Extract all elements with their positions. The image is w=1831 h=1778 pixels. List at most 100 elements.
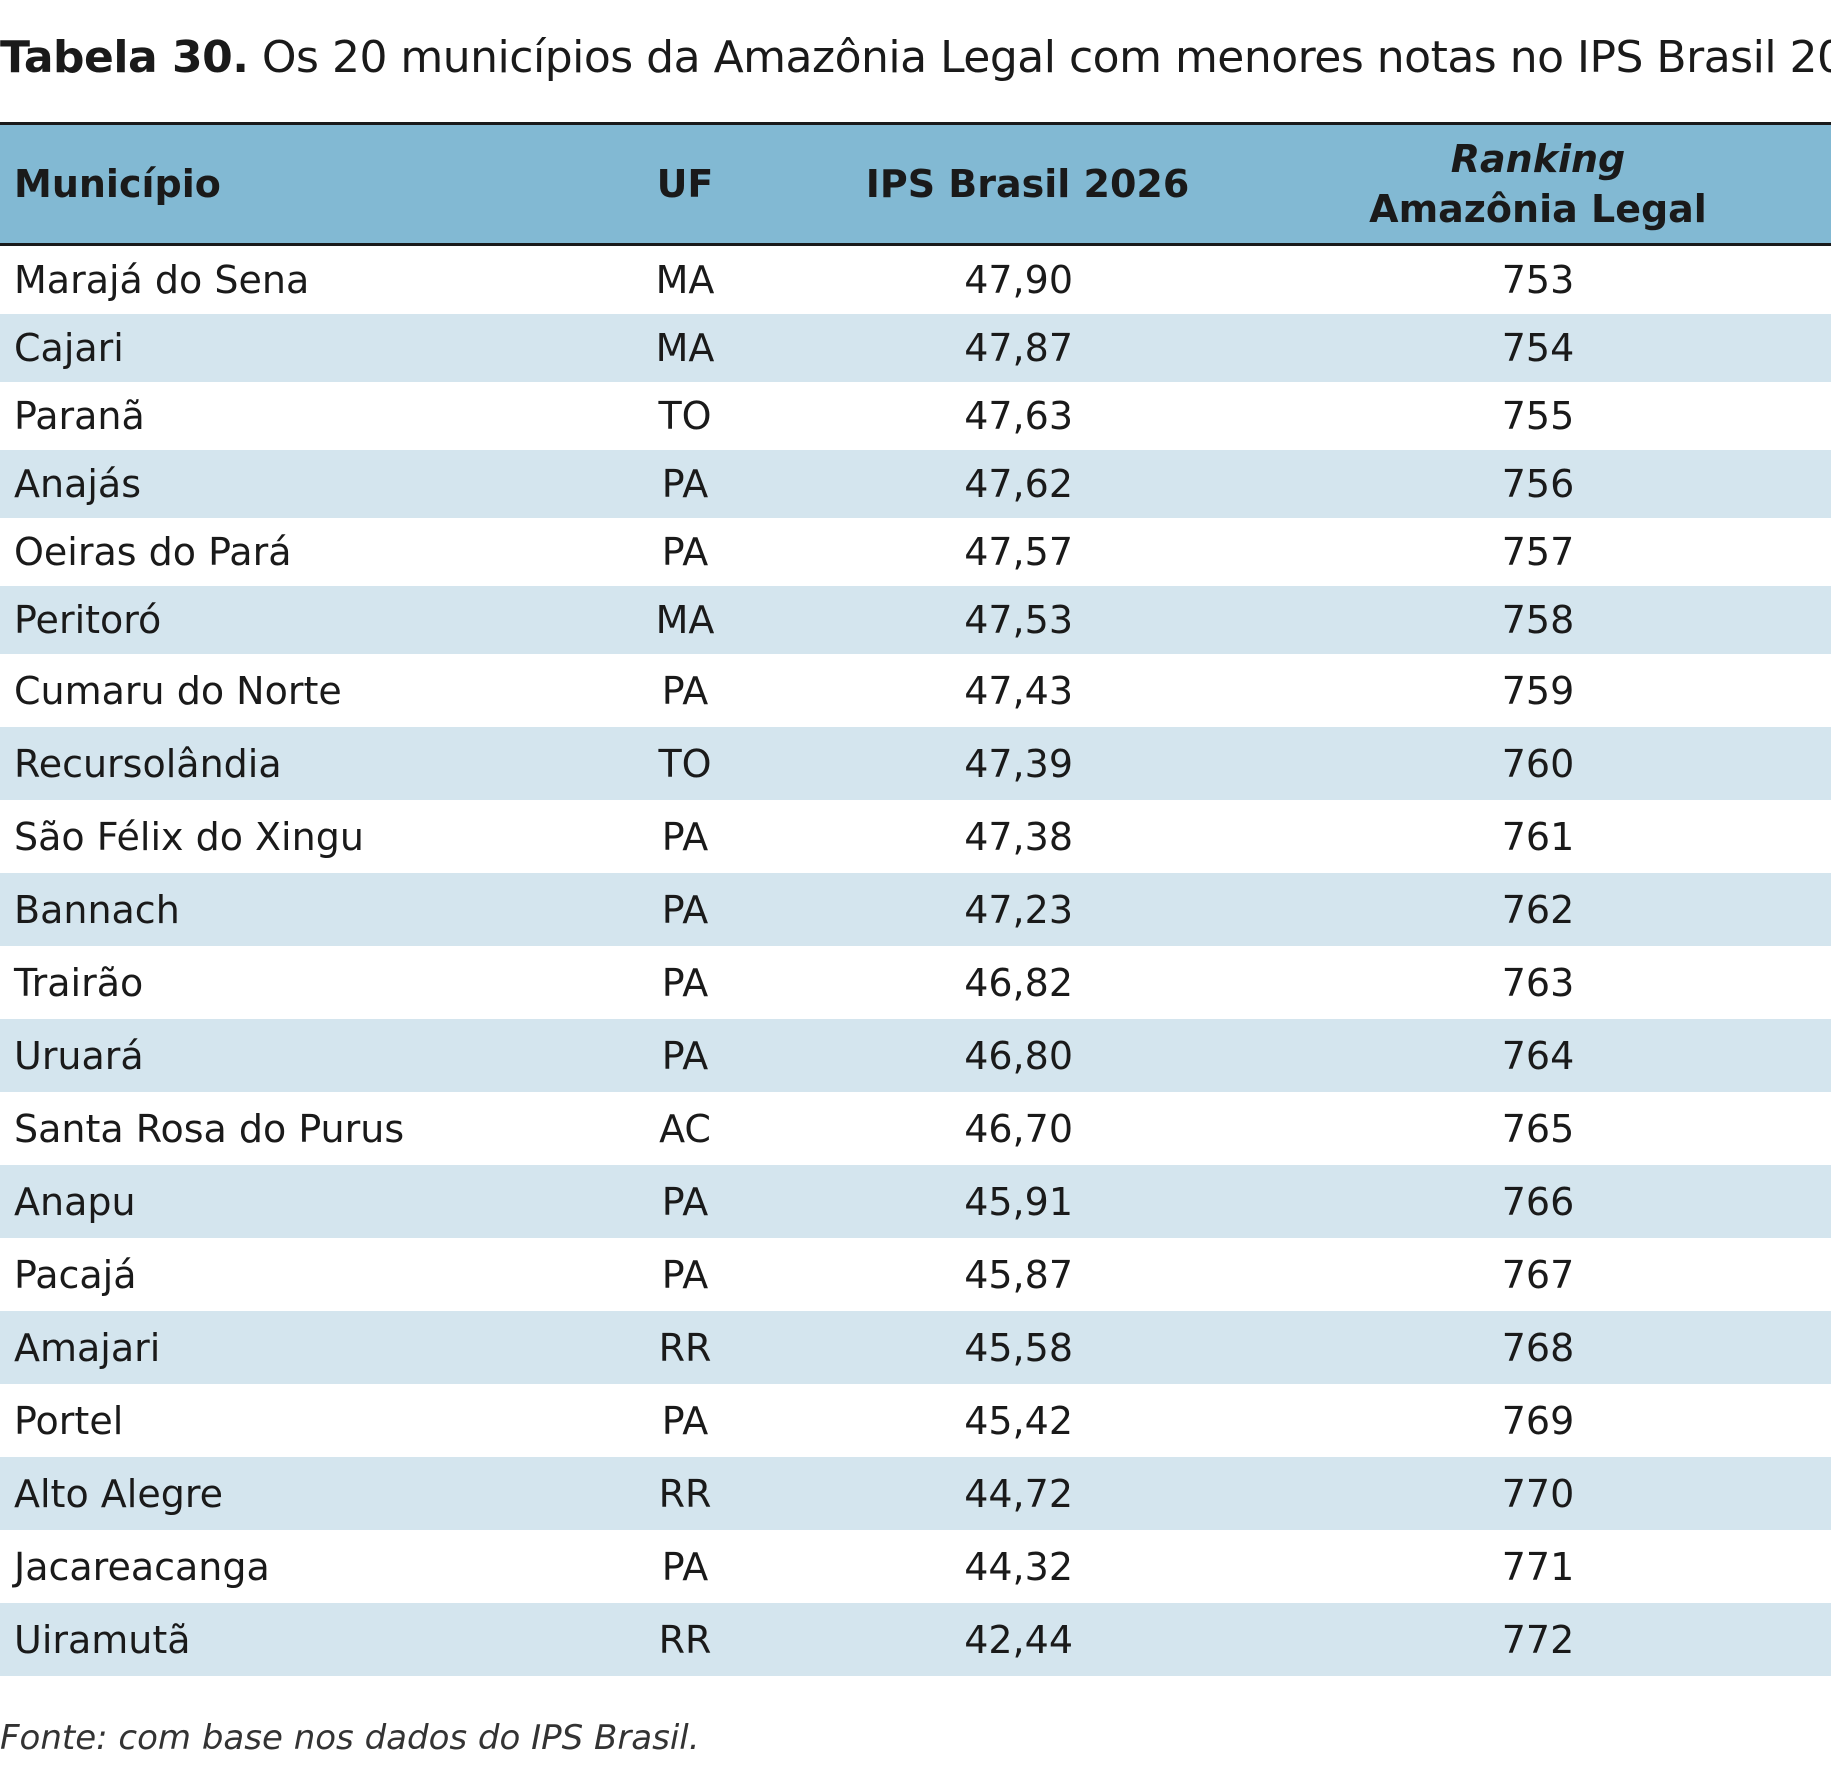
cell-uf: TO <box>658 394 712 438</box>
header-ips: IPS Brasil 2026 <box>865 162 1190 206</box>
cell-ips: 44,32 <box>964 1544 1073 1589</box>
cell-municipio: Alto Alegre <box>14 1471 223 1516</box>
table-header: Município UF IPS Brasil 2026 Ranking Ama… <box>0 122 1831 246</box>
cell-ranking: 767 <box>1501 1252 1575 1297</box>
cell-municipio: Cajari <box>14 326 124 370</box>
header-municipio: Município <box>14 162 221 206</box>
table-row: Uiramutã RR 42,44 772 <box>0 1603 1831 1676</box>
cell-ips: 47,62 <box>964 462 1073 506</box>
cell-ips: 45,42 <box>964 1398 1073 1443</box>
cell-ips: 47,57 <box>964 530 1073 574</box>
header-ranking: Ranking Amazônia Legal <box>1245 134 1831 234</box>
caption-label: Tabela 30. <box>0 32 249 83</box>
cell-ranking: 756 <box>1501 462 1575 506</box>
cell-municipio: Trairão <box>14 960 144 1005</box>
cell-ips: 45,91 <box>964 1179 1073 1224</box>
cell-municipio: Jacareacanga <box>14 1544 270 1589</box>
cell-uf: MA <box>655 258 715 302</box>
cell-ips: 44,72 <box>964 1471 1073 1516</box>
cell-uf: PA <box>661 1398 709 1443</box>
cell-uf: AC <box>659 1106 711 1151</box>
cell-uf: RR <box>658 1325 712 1370</box>
cell-uf: PA <box>661 814 709 859</box>
cell-municipio: Marajá do Sena <box>14 258 310 302</box>
table-row: Amajari RR 45,58 768 <box>0 1311 1831 1384</box>
cell-municipio: Uiramutã <box>14 1617 191 1662</box>
table-body: Marajá do Sena MA 47,90 753 Cajari MA 47,87 754… <box>0 246 1831 1676</box>
table-row: Alto Alegre RR 44,72 770 <box>0 1457 1831 1530</box>
cell-municipio: Anajás <box>14 462 142 506</box>
cell-ranking: 759 <box>1501 668 1575 713</box>
table-row: Marajá do Sena MA 47,90 753 <box>0 246 1831 314</box>
header-uf: UF <box>656 162 714 206</box>
cell-uf: MA <box>655 598 715 642</box>
cell-ips: 45,87 <box>964 1252 1073 1297</box>
cell-ranking: 763 <box>1501 960 1575 1005</box>
table-row: Jacareacanga PA 44,32 771 <box>0 1530 1831 1603</box>
cell-municipio: Recursolândia <box>14 741 282 786</box>
cell-uf: PA <box>661 1033 709 1078</box>
cell-ips: 47,38 <box>964 814 1073 859</box>
cell-uf: PA <box>661 887 709 932</box>
header-ranking-line2: Amazônia Legal <box>1369 187 1707 231</box>
table-row: Bannach PA 47,23 762 <box>0 873 1831 946</box>
cell-ips: 47,23 <box>964 887 1073 932</box>
table-row: Paranã TO 47,63 755 <box>0 382 1831 450</box>
cell-municipio: Peritoró <box>14 598 162 642</box>
table-row: Trairão PA 46,82 763 <box>0 946 1831 1019</box>
cell-uf: PA <box>661 960 709 1005</box>
cell-municipio: Bannach <box>14 887 180 932</box>
cell-municipio: Paranã <box>14 394 145 438</box>
table-caption: Tabela 30. Os 20 municípios da Amazônia … <box>0 28 1831 88</box>
table-row: Cajari MA 47,87 754 <box>0 314 1831 382</box>
cell-ips: 45,58 <box>964 1325 1073 1370</box>
cell-ranking: 771 <box>1501 1544 1575 1589</box>
cell-uf: RR <box>658 1471 712 1516</box>
cell-ips: 47,90 <box>964 258 1073 302</box>
cell-uf: PA <box>661 1252 709 1297</box>
cell-ranking: 772 <box>1501 1617 1575 1662</box>
cell-ranking: 765 <box>1501 1106 1575 1151</box>
table-row: Santa Rosa do Purus AC 46,70 765 <box>0 1092 1831 1165</box>
cell-municipio: Oeiras do Pará <box>14 530 292 574</box>
cell-municipio: Anapu <box>14 1179 136 1224</box>
cell-ips: 47,63 <box>964 394 1073 438</box>
cell-municipio: Santa Rosa do Purus <box>14 1106 405 1151</box>
cell-uf: TO <box>658 741 712 786</box>
cell-ips: 42,44 <box>964 1617 1073 1662</box>
cell-municipio: Cumaru do Norte <box>14 668 342 713</box>
cell-uf: PA <box>661 1544 709 1589</box>
table-row: Peritoró MA 47,53 758 <box>0 586 1831 654</box>
cell-ranking: 762 <box>1501 887 1575 932</box>
cell-municipio: Uruará <box>14 1033 144 1078</box>
cell-municipio: Pacajá <box>14 1252 137 1297</box>
cell-ranking: 758 <box>1501 598 1575 642</box>
cell-uf: PA <box>661 530 709 574</box>
cell-ranking: 769 <box>1501 1398 1575 1443</box>
cell-uf: PA <box>661 668 709 713</box>
header-ranking-line1: Ranking <box>1450 137 1626 181</box>
cell-ranking: 754 <box>1501 326 1575 370</box>
cell-municipio: Amajari <box>14 1325 161 1370</box>
caption-text: Os 20 municípios da Amazônia Legal com m… <box>248 32 1831 83</box>
municipalities-table: Município UF IPS Brasil 2026 Ranking Ama… <box>0 122 1831 1676</box>
cell-ips: 47,43 <box>964 668 1073 713</box>
table-row: São Félix do Xingu PA 47,38 761 <box>0 800 1831 873</box>
table-row: Portel PA 45,42 769 <box>0 1384 1831 1457</box>
cell-ips: 47,39 <box>964 741 1073 786</box>
table-row: Pacajá PA 45,87 767 <box>0 1238 1831 1311</box>
table-row: Uruará PA 46,80 764 <box>0 1019 1831 1092</box>
cell-ips: 46,82 <box>964 960 1073 1005</box>
cell-ips: 47,53 <box>964 598 1073 642</box>
cell-uf: MA <box>655 326 715 370</box>
table-row: Anapu PA 45,91 766 <box>0 1165 1831 1238</box>
cell-ips: 46,70 <box>964 1106 1073 1151</box>
cell-uf: RR <box>658 1617 712 1662</box>
cell-ranking: 766 <box>1501 1179 1575 1224</box>
table-row: Recursolândia TO 47,39 760 <box>0 727 1831 800</box>
table-row: Oeiras do Pará PA 47,57 757 <box>0 518 1831 586</box>
cell-ranking: 764 <box>1501 1033 1575 1078</box>
source-note: Fonte: com base nos dados do IPS Brasil. <box>0 1718 700 1758</box>
cell-uf: PA <box>661 1179 709 1224</box>
table-row: Anajás PA 47,62 756 <box>0 450 1831 518</box>
